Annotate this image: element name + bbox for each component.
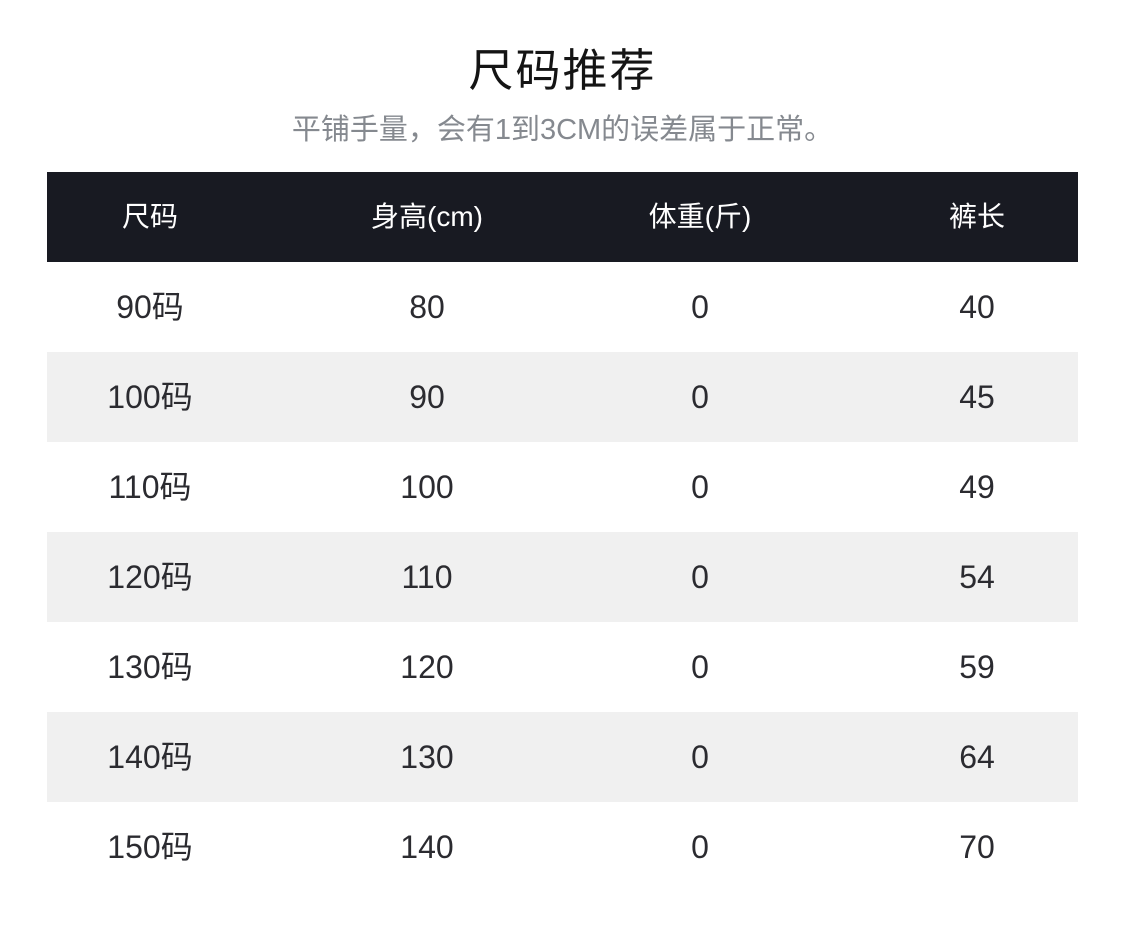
cell-weight: 0	[691, 649, 709, 685]
cell-weight: 0	[691, 739, 709, 775]
cell-height: 100	[400, 469, 454, 505]
cell-size: 140码	[107, 739, 193, 775]
cell-size: 110码	[108, 469, 192, 505]
cell-height: 130	[400, 739, 454, 775]
column-header-weight: 体重(斤)	[648, 201, 752, 232]
size-table: 尺码 身高(cm) 体重(斤) 裤长 90码 80 0 40 100码 90 0…	[47, 172, 1078, 892]
measurement-note: 平铺手量，会有1到3CM的误差属于正常。	[291, 114, 834, 146]
cell-pants-length: 45	[959, 379, 995, 415]
table-row: 140码 130 0 64	[47, 712, 1078, 802]
column-header-pants-length: 裤长	[948, 201, 1005, 232]
cell-size: 150码	[107, 829, 193, 865]
table-row: 130码 120 0 59	[47, 622, 1078, 712]
table-body: 90码 80 0 40 100码 90 0 45 110码 100 0 49 1…	[47, 262, 1078, 892]
cell-size: 100码	[107, 379, 193, 415]
column-header-height: 身高(cm)	[371, 201, 483, 232]
table-row: 90码 80 0 40	[47, 262, 1078, 352]
cell-pants-length: 40	[959, 289, 995, 325]
cell-pants-length: 59	[959, 649, 995, 685]
cell-weight: 0	[691, 829, 709, 865]
cell-size: 130码	[107, 649, 193, 685]
cell-size: 90码	[116, 289, 184, 325]
table-header-row: 尺码 身高(cm) 体重(斤) 裤长	[47, 172, 1078, 262]
cell-weight: 0	[691, 559, 709, 595]
cell-pants-length: 70	[959, 829, 995, 865]
column-header-size: 尺码	[121, 201, 178, 232]
cell-pants-length: 54	[959, 559, 995, 595]
cell-height: 120	[400, 649, 454, 685]
cell-height: 140	[400, 829, 454, 865]
table-row: 150码 140 0 70	[47, 802, 1078, 892]
cell-weight: 0	[691, 289, 709, 325]
table-row: 120码 110 0 54	[47, 532, 1078, 622]
table-row: 100码 90 0 45	[47, 352, 1078, 442]
cell-height: 80	[409, 289, 445, 325]
cell-height: 90	[409, 379, 445, 415]
page-title: 尺码推荐	[468, 45, 657, 96]
cell-weight: 0	[691, 469, 709, 505]
cell-pants-length: 49	[959, 469, 995, 505]
cell-pants-length: 64	[959, 739, 995, 775]
cell-weight: 0	[691, 379, 709, 415]
table-row: 110码 100 0 49	[47, 442, 1078, 532]
cell-size: 120码	[107, 559, 193, 595]
cell-height: 110	[401, 559, 453, 595]
